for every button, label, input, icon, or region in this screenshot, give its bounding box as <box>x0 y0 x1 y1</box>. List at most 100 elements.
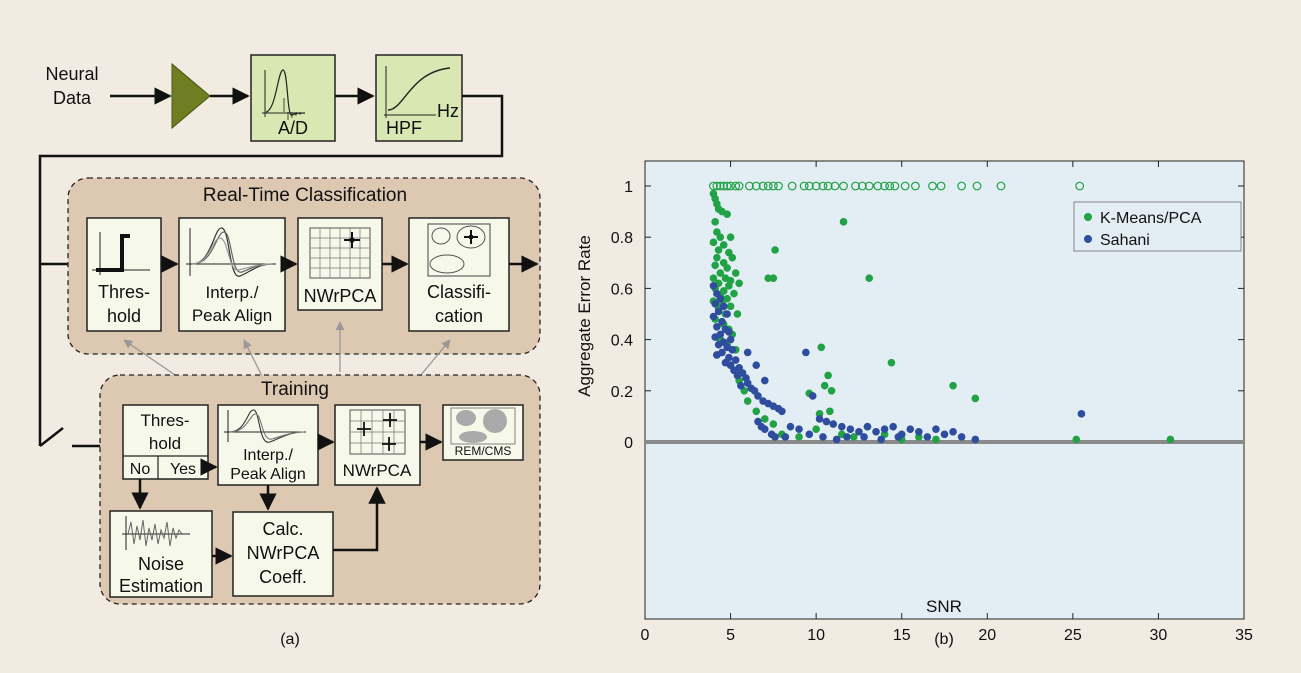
tr-noise-block: Noise Estimation <box>109 510 213 598</box>
y-tick-label: 0.6 <box>611 281 633 298</box>
sahani-point <box>808 392 817 400</box>
kmeans-point <box>769 274 778 282</box>
sahani-point <box>877 435 885 444</box>
sahani-point <box>757 422 766 431</box>
kmeans-open-point <box>864 181 874 191</box>
kmeans-open-point <box>719 181 729 191</box>
kmeans-open-point <box>787 181 797 191</box>
sahani-point <box>795 425 803 434</box>
kmeans-point <box>812 425 820 434</box>
x-tick-label: 30 <box>1150 627 1168 644</box>
kmeans-point <box>817 343 826 352</box>
kmeans-point <box>723 210 731 218</box>
sahani-point <box>949 427 957 436</box>
kmeans-open-point <box>709 181 718 191</box>
sahani-point <box>838 422 846 431</box>
sahani-point <box>802 348 810 357</box>
kmeans-open-point <box>712 181 722 191</box>
sahani-point <box>932 425 940 434</box>
sahani-point <box>711 299 719 308</box>
kmeans-open-point <box>726 181 735 191</box>
rt-align-label-2: Peak Align <box>192 306 272 325</box>
rt-threshold-label-1: Thres- <box>98 282 150 302</box>
kmeans-open-point <box>734 181 744 191</box>
rt-align-block: Interp./ Peak Align <box>178 217 286 332</box>
sahani-point <box>889 422 897 431</box>
legend-label-sahani: Sahani <box>1100 232 1150 249</box>
sahani-point <box>716 294 725 303</box>
kmeans-point <box>719 241 728 249</box>
sahani-point <box>786 422 795 431</box>
noise-icon <box>122 516 190 550</box>
legend-marker-sahani <box>1084 235 1092 243</box>
x-axis-label: SNR <box>926 597 962 616</box>
clusters-icon <box>427 223 491 277</box>
tr-align-block: Interp./ Peak Align <box>217 404 319 486</box>
kmeans-open-point <box>890 181 900 191</box>
kmeans-open-point <box>857 181 867 191</box>
kmeans-open-point <box>774 181 783 191</box>
sahani-point <box>860 433 868 441</box>
sahani-point <box>761 376 769 385</box>
sahani-point <box>894 433 903 441</box>
adc-icon <box>262 69 306 120</box>
kmeans-point <box>711 218 719 226</box>
kmeans-open-point <box>936 181 946 191</box>
sahani-point <box>719 302 728 311</box>
kmeans-point <box>716 269 725 277</box>
kmeans-point <box>824 371 832 380</box>
kmeans-point <box>743 397 752 405</box>
amplifier-icon <box>171 62 211 130</box>
kmeans-open-point <box>758 181 768 191</box>
kmeans-point <box>795 433 803 441</box>
gray-arrow-1 <box>123 339 179 378</box>
sahani-point <box>718 317 726 326</box>
tr-nwrpca-label: NWrPCA <box>343 461 412 480</box>
kmeans-point <box>887 358 896 367</box>
tr-calc-label-3: Coeff. <box>259 567 307 587</box>
y-axis-label: Aggregate Error Rate <box>575 235 594 397</box>
tr-threshold-label-2: hold <box>149 434 181 453</box>
rt-classify-label-2: cation <box>435 306 483 326</box>
kmeans-point <box>723 294 731 303</box>
rt-classify-block: Classifi- cation <box>408 217 510 332</box>
input-label-line1: Neural <box>45 64 98 84</box>
x-tick-label: 5 <box>726 627 735 644</box>
sahani-point <box>880 425 889 434</box>
kmeans-open-point <box>830 181 840 191</box>
sahani-point <box>711 333 719 341</box>
kmeans-point <box>731 269 740 277</box>
tr-threshold-no: No <box>130 461 151 478</box>
kmeans-open-point <box>885 181 895 191</box>
adc-label: A/D <box>278 118 308 138</box>
sahani-point <box>714 340 723 349</box>
kmeans-open-point <box>1075 181 1085 191</box>
kmeans-point <box>716 233 725 241</box>
sahani-point <box>923 433 932 441</box>
rt-nwrpca-block: NWrPCA <box>297 217 383 311</box>
kmeans-point <box>865 274 873 282</box>
sahani-point <box>906 425 915 434</box>
kmeans-open-point <box>731 181 741 191</box>
kmeans-point <box>769 420 778 428</box>
tr-threshold-label-1: Thres- <box>140 411 189 430</box>
sahani-point <box>915 427 923 436</box>
kmeans-open-point <box>799 181 809 191</box>
legend-label-kmeans: K-Means/PCA <box>1100 210 1202 227</box>
sahani-point <box>726 335 735 344</box>
x-tick-label: 10 <box>807 627 825 644</box>
sahani-point <box>832 435 841 444</box>
tr-nwrpca-block: NWrPCA <box>334 404 421 486</box>
sahani-point <box>778 407 786 416</box>
rt-threshold-block: Thres- hold <box>86 217 162 332</box>
kmeans-point <box>761 415 769 423</box>
tr-grid-icon <box>349 409 406 455</box>
sahani-point <box>743 348 752 357</box>
sahani-point <box>754 392 762 400</box>
kmeans-open-point <box>715 181 725 191</box>
tr-calc-label-1: Calc. <box>262 519 303 539</box>
sahani-point <box>733 371 742 380</box>
sahani-point <box>737 381 745 390</box>
sahani-point <box>725 328 733 336</box>
kmeans-open-point <box>811 181 821 191</box>
